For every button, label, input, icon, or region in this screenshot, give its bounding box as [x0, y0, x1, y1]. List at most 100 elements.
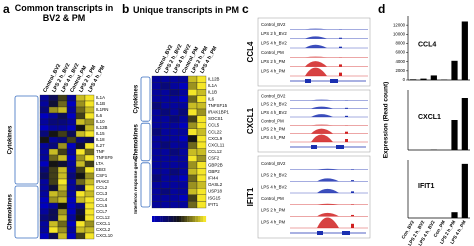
heatmap-cell: [178, 102, 189, 110]
heatmap-cell: [151, 155, 162, 162]
heatmap-cell: [187, 201, 198, 209]
heatmap-cell: [39, 232, 50, 240]
gene-label: SOCS1: [208, 116, 223, 121]
heatmap-cell: [169, 181, 180, 189]
heatmap-cell: [39, 154, 50, 162]
heatmap-cell: [178, 188, 189, 195]
heatmap-cell: [48, 184, 59, 192]
track-peak: [305, 28, 327, 30]
heatmap-cell: [66, 130, 77, 138]
heatmap-cell: [57, 118, 68, 126]
heatmap-cell: [57, 94, 68, 102]
heatmap-cell: [84, 214, 95, 222]
track-peak: [339, 72, 342, 76]
group-label: Chemokines: [8, 194, 14, 230]
heatmap-cell: [196, 174, 207, 182]
heatmap-cell: [196, 122, 207, 129]
heatmap-cell: [39, 166, 50, 174]
heatmap-cell: [39, 148, 50, 156]
heatmap-cell: [48, 136, 59, 144]
track-peak: [305, 67, 327, 76]
heatmap-cell: [169, 201, 180, 209]
heatmap-cell: [75, 178, 86, 186]
heatmap-cell: [169, 128, 180, 136]
bar: [461, 163, 468, 218]
heatmap-cell: [39, 112, 50, 120]
gene-exon: [342, 231, 350, 235]
heatmap-cell: [169, 168, 180, 176]
group-label: Chemokines: [134, 124, 140, 160]
heatmap-cell: [75, 184, 86, 192]
gene-label: ISG15: [208, 195, 221, 200]
colorbar: [187, 216, 190, 222]
gene-label: IL6: [96, 113, 103, 118]
heatmap-cell: [57, 172, 68, 180]
bar: [451, 60, 458, 80]
gene-label: CCL12: [208, 149, 222, 154]
heatmap-cell: [178, 82, 189, 90]
gene-label: USP18: [208, 189, 222, 194]
heatmap-cell: [196, 188, 207, 195]
heatmap-cell: [178, 161, 189, 169]
gene-label: IL1B: [208, 90, 217, 95]
heatmap-cell: [160, 95, 171, 103]
heatmap-cell: [84, 190, 95, 198]
heatmap-cell: [196, 155, 207, 162]
gene-exon: [336, 145, 344, 149]
gene-label: GBP2B: [208, 162, 223, 167]
heatmap-cell: [178, 181, 189, 189]
heatmap-cell: [178, 128, 189, 136]
heatmap-cell: [48, 196, 59, 204]
heatmap-cell: [57, 112, 68, 120]
heatmap-cell: [187, 75, 198, 83]
colorbar: [179, 216, 182, 222]
heatmap-cell: [169, 155, 180, 162]
heatmap-cell: [196, 102, 207, 110]
heatmap-cell: [39, 220, 50, 228]
heatmap-cell: [75, 148, 86, 156]
heatmap-cell: [196, 201, 207, 209]
heatmap-cell: [66, 112, 77, 120]
heatmap-cell: [178, 89, 189, 96]
heatmap-cell: [151, 108, 162, 116]
heatmap-cell: [151, 188, 162, 195]
heatmap-cell: [84, 148, 95, 156]
heatmap-cell: [160, 89, 171, 96]
track-peak: [317, 212, 339, 217]
track-label: LPS 4 h_PM: [261, 219, 286, 224]
heatmap-cell: [48, 112, 59, 120]
heatmap-cell: [151, 181, 162, 189]
track-label: LPS 2 h_PM: [261, 208, 286, 213]
heatmap-cell: [48, 100, 59, 108]
heatmap-cell: [84, 136, 95, 144]
heatmap-cell: [48, 214, 59, 222]
heatmap-cell: [39, 142, 50, 150]
heatmap-cell: [160, 161, 171, 169]
heatmap-cell: [169, 148, 180, 156]
group-bracket: [14, 95, 39, 185]
browser-block: [257, 17, 371, 87]
heatmap-cell: [75, 124, 86, 132]
heatmap-cell: [178, 174, 189, 182]
gene-label: CXCL1: [96, 221, 111, 226]
y-tick-label: 8000: [395, 41, 405, 46]
heatmap-cell: [169, 188, 180, 195]
gene-label: IRAK3: [96, 179, 109, 184]
heatmap-cell: [48, 220, 59, 228]
track-label: Control_PM: [261, 118, 284, 123]
colorbar: [160, 216, 163, 222]
heatmap-cell: [187, 128, 198, 136]
heatmap-cell: [57, 208, 68, 216]
heatmap-cell: [39, 94, 50, 102]
gene-track-label: IFIT1: [246, 187, 255, 206]
heatmap-cell: [160, 128, 171, 136]
heatmap-cell: [160, 174, 171, 182]
chart-title: CXCL1: [418, 114, 441, 121]
heatmap-cell: [187, 108, 198, 116]
heatmap-cell: [178, 194, 189, 202]
heatmap-cell: [84, 178, 95, 186]
heatmap-cell: [39, 160, 50, 168]
track-peak: [351, 223, 354, 228]
heatmap-cell: [66, 160, 77, 168]
panel-label: b: [122, 2, 130, 16]
